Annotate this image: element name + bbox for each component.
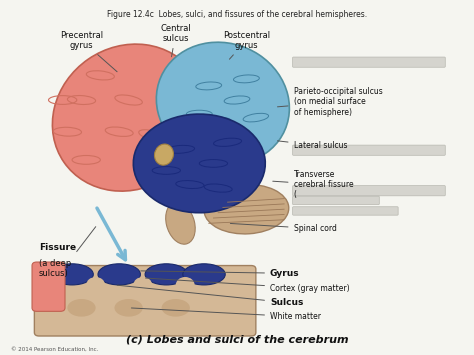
FancyBboxPatch shape <box>292 145 445 155</box>
Text: Precentral
gyrus: Precentral gyrus <box>60 31 117 72</box>
Ellipse shape <box>51 264 93 285</box>
Ellipse shape <box>176 277 195 293</box>
FancyBboxPatch shape <box>35 266 256 336</box>
Ellipse shape <box>53 44 205 191</box>
Text: Postcentral
gyrus: Postcentral gyrus <box>223 31 270 59</box>
Text: Cortex (gray matter): Cortex (gray matter) <box>146 278 350 293</box>
Ellipse shape <box>145 264 188 285</box>
Text: © 2014 Pearson Education, Inc.: © 2014 Pearson Education, Inc. <box>11 347 98 352</box>
Text: Sulcus: Sulcus <box>117 285 303 307</box>
Ellipse shape <box>133 114 265 213</box>
FancyBboxPatch shape <box>292 207 398 215</box>
Text: Figure 12.4c  Lobes, sulci, and fissures of the cerebral hemispheres.: Figure 12.4c Lobes, sulci, and fissures … <box>107 10 367 19</box>
Ellipse shape <box>204 185 289 234</box>
Ellipse shape <box>98 264 140 285</box>
FancyBboxPatch shape <box>292 186 445 196</box>
Text: White matter: White matter <box>131 308 321 321</box>
Ellipse shape <box>183 264 225 285</box>
Ellipse shape <box>133 277 152 293</box>
Text: Gyrus: Gyrus <box>141 269 300 278</box>
Text: Fissure: Fissure <box>39 244 76 252</box>
Text: Parieto-occipital sulcus
(on medial surface
of hemisphere): Parieto-occipital sulcus (on medial surf… <box>277 87 383 117</box>
Text: Central
sulcus: Central sulcus <box>160 23 191 57</box>
FancyBboxPatch shape <box>292 57 445 67</box>
FancyBboxPatch shape <box>292 196 379 204</box>
Ellipse shape <box>115 299 143 317</box>
Ellipse shape <box>162 299 190 317</box>
Ellipse shape <box>156 42 290 165</box>
FancyBboxPatch shape <box>32 262 65 311</box>
Ellipse shape <box>166 202 195 244</box>
Text: (a deep
sulcus): (a deep sulcus) <box>39 258 71 278</box>
Text: Transverse
cerebral fissure
(: Transverse cerebral fissure ( <box>273 170 353 200</box>
Text: (c) Lobes and sulci of the cerebrum: (c) Lobes and sulci of the cerebrum <box>126 335 348 345</box>
Ellipse shape <box>86 277 105 293</box>
Text: Lateral sulcus: Lateral sulcus <box>277 141 347 150</box>
Text: Spinal cord: Spinal cord <box>230 223 337 233</box>
Ellipse shape <box>67 299 96 317</box>
Ellipse shape <box>155 144 173 165</box>
